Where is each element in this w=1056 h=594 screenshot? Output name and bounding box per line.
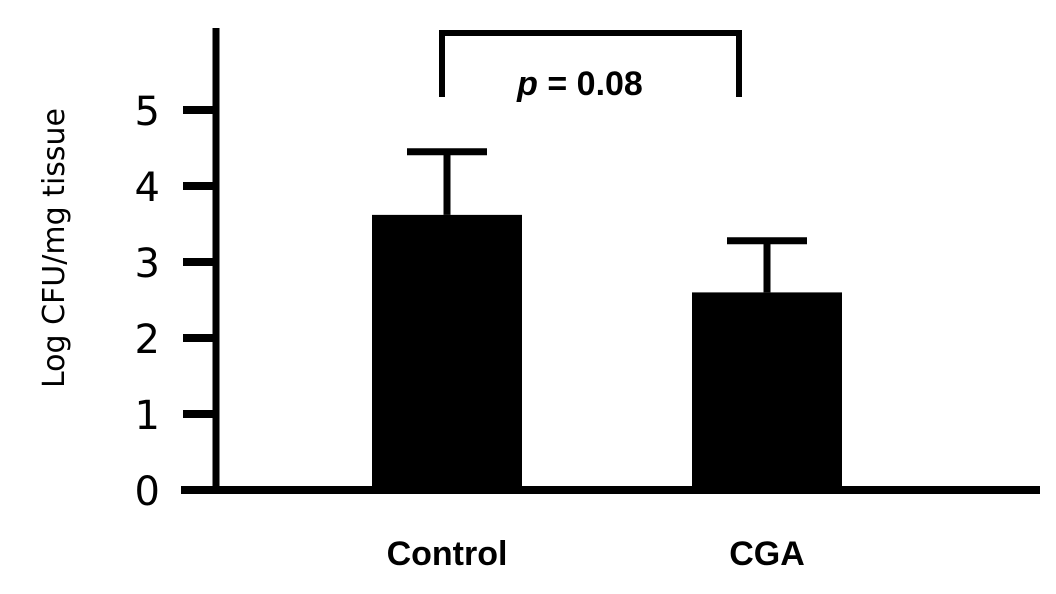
p-value-text: = 0.08 xyxy=(538,65,643,103)
x-tick-label: Control xyxy=(387,535,508,573)
p-symbol: p xyxy=(516,65,538,103)
y-ticks: 0 1 2 3 4 5 xyxy=(135,89,216,515)
bar-cga xyxy=(692,292,842,490)
bars xyxy=(372,214,842,490)
bracket-line xyxy=(439,30,742,97)
significance-bracket xyxy=(439,30,742,97)
y-tick-label: 5 xyxy=(135,89,160,135)
category-labels: Control CGA xyxy=(387,535,805,573)
p-value-annotation: p = 0.08 xyxy=(516,65,643,103)
y-tick-label: 3 xyxy=(135,241,160,287)
y-tick-label: 4 xyxy=(135,165,160,211)
bar-control xyxy=(372,214,522,490)
x-tick-label: CGA xyxy=(729,535,805,573)
y-tick-label: 2 xyxy=(135,317,160,363)
y-axis-label: Log CFU/mg tissue xyxy=(37,108,72,388)
y-tick-label: 0 xyxy=(135,469,160,515)
error-bars xyxy=(407,148,807,293)
y-tick-label: 1 xyxy=(135,393,160,439)
